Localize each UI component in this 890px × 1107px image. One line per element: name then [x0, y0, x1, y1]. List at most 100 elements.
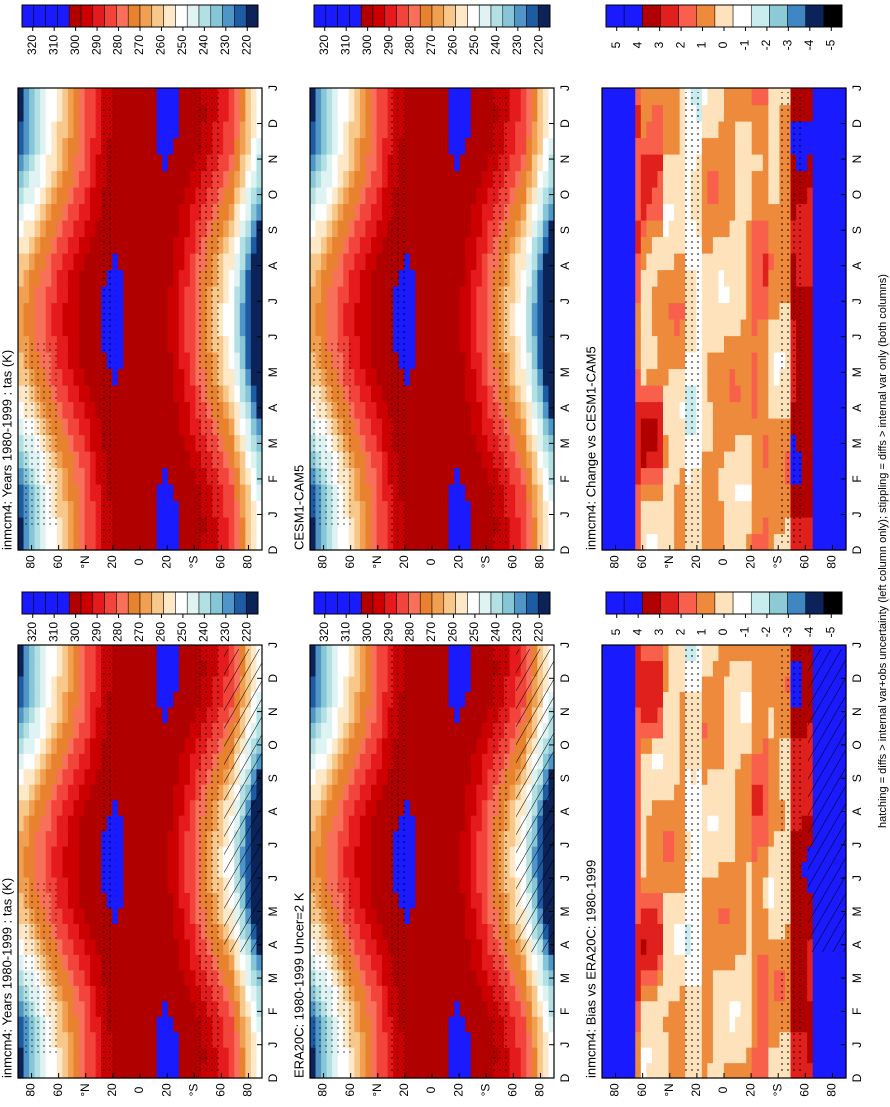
contour-cell: [51, 220, 57, 237]
contour-cell: [18, 800, 24, 816]
contour-cell: [251, 336, 257, 353]
contour-cell: [421, 815, 427, 831]
contour-cell: [471, 815, 477, 831]
contour-cell: [465, 1016, 471, 1032]
contour-cell: [454, 121, 460, 138]
contour-cell: [190, 468, 196, 485]
contour-cell: [465, 784, 471, 800]
colorbar-box: [105, 5, 117, 27]
contour-cell: [471, 204, 477, 221]
contour-cell: [365, 352, 371, 369]
contour-cell: [371, 286, 377, 303]
contour-cell: [443, 645, 449, 661]
contour-cell: [454, 484, 460, 501]
contour-cell: [190, 435, 196, 452]
month-label: A: [266, 808, 280, 816]
contour-cell: [79, 402, 85, 419]
contour-cell: [118, 154, 124, 171]
contour-cell: [51, 753, 57, 769]
contour-cell: [157, 352, 163, 369]
contour-cell: [157, 1016, 163, 1032]
contour-cell: [521, 954, 527, 970]
contour-cell: [51, 846, 57, 862]
contour-cell: [476, 769, 482, 785]
contour-cell: [377, 187, 383, 204]
contour-cell: [354, 385, 360, 402]
contour-cell: [432, 336, 438, 353]
contour-cell: [460, 846, 466, 862]
contour-cell: [68, 402, 74, 419]
contour-cell: [79, 187, 85, 204]
contour-cell: [421, 877, 427, 893]
contour-cell: [432, 484, 438, 501]
contour-cell: [18, 784, 24, 800]
contour-cell: [327, 738, 333, 754]
contour-cell: [438, 336, 444, 353]
contour-cell: [157, 418, 163, 435]
contour-cell: [377, 1032, 383, 1048]
lat-label: °N: [78, 555, 92, 568]
month-label: M: [266, 973, 280, 983]
contour-cell: [140, 676, 146, 692]
contour-cell: [85, 484, 91, 501]
contour-cell: [426, 985, 432, 1001]
contour-cell: [349, 1063, 355, 1079]
contour-cell: [73, 171, 79, 188]
contour-cell: [68, 484, 74, 501]
footer-note: hatching = diffs > internal var+obs unce…: [877, 274, 889, 828]
contour-cell: [354, 418, 360, 435]
contour-cell: [338, 738, 344, 754]
contour-cell: [365, 862, 371, 878]
contour-cell: [354, 892, 360, 908]
contour-cell: [90, 88, 96, 105]
contour-cell: [343, 286, 349, 303]
contour-cell: [46, 138, 52, 155]
contour-cell: [184, 220, 190, 237]
contour-cell: [129, 970, 135, 986]
contour-cell: [68, 862, 74, 878]
contour-cell: [438, 187, 444, 204]
contour-cell: [46, 784, 52, 800]
contour-cell: [140, 738, 146, 754]
contour-cell: [234, 985, 240, 1001]
contour-cell: [85, 171, 91, 188]
lat-label: 0: [424, 1086, 438, 1093]
contour-cell: [410, 707, 416, 723]
contour-cell: [173, 220, 179, 237]
contour-cell: [140, 303, 146, 320]
contour-cell: [410, 753, 416, 769]
contour-cell: [382, 105, 388, 122]
contour-cell: [482, 985, 488, 1001]
contour-cell: [168, 923, 174, 939]
contour-cell: [321, 722, 327, 738]
contour-cell: [465, 468, 471, 485]
contour-cell: [118, 738, 124, 754]
contour-cell: [18, 846, 24, 862]
contour-cell: [377, 722, 383, 738]
contour-cell: [476, 534, 482, 551]
contour-cell: [24, 303, 30, 320]
contour-cell: [129, 138, 135, 155]
contour-cell: [134, 303, 140, 320]
contour-cell: [173, 877, 179, 893]
contour-cell: [476, 1063, 482, 1079]
contour-cell: [438, 954, 444, 970]
contour-cell: [90, 517, 96, 534]
contour-cell: [51, 121, 57, 138]
contour-cell: [162, 385, 168, 402]
contour-cell: [134, 286, 140, 303]
colorbar-box: [81, 5, 93, 27]
contour-cell: [151, 815, 157, 831]
colorbar-label: 270: [132, 35, 146, 55]
contour-cell: [85, 154, 91, 171]
contour-cell: [426, 88, 432, 105]
contour-cell: [123, 908, 129, 924]
contour-cell: [382, 468, 388, 485]
contour-cell: [73, 1016, 79, 1032]
contour-cell: [316, 691, 322, 707]
contour-cell: [90, 385, 96, 402]
contour-cell: [134, 121, 140, 138]
contour-cell: [482, 105, 488, 122]
contour-cell: [134, 676, 140, 692]
contour-cell: [421, 418, 427, 435]
